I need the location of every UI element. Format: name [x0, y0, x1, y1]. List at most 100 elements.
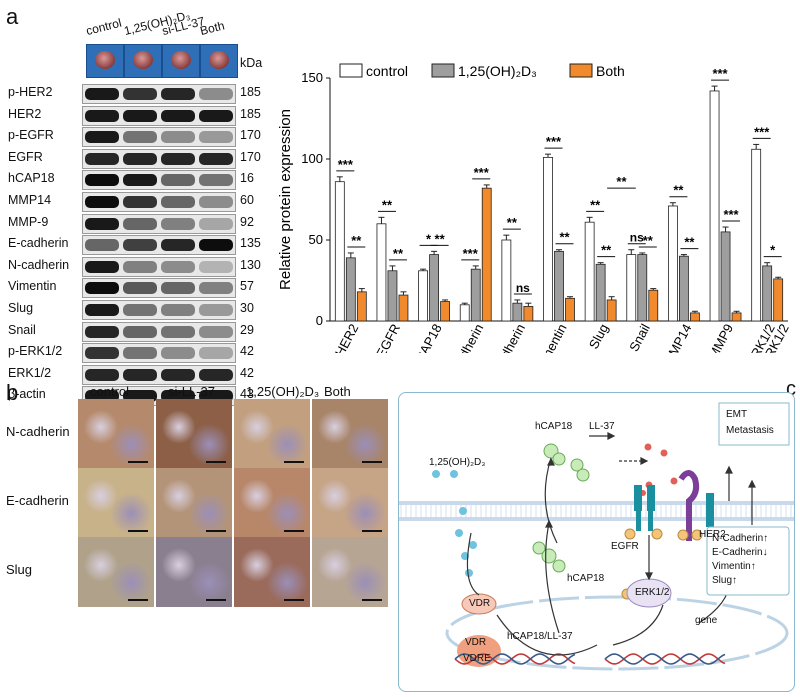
- blot-label-14: β-actin: [8, 387, 46, 402]
- x-tick-label-8: MMP14: [660, 321, 694, 353]
- bar-2-7: [648, 289, 659, 322]
- blot-label-0: p-HER2: [8, 85, 53, 99]
- sig-label-extra: **: [616, 174, 627, 189]
- band: [85, 347, 119, 360]
- y-tick-label: 50: [309, 232, 323, 247]
- ihc-image-0-1: [156, 399, 232, 469]
- markers-box: [706, 526, 790, 596]
- band: [85, 260, 119, 273]
- band: [123, 368, 157, 381]
- ihc-row-1: E-cadherin: [6, 493, 69, 508]
- band: [123, 217, 157, 230]
- vdr-node: [461, 593, 497, 615]
- band: [161, 109, 195, 122]
- ihc-image-1-1: [156, 468, 232, 538]
- x-tick-label-7: Snail: [626, 321, 653, 353]
- her2-receptor: [678, 470, 714, 541]
- blot-label-3: EGFR: [8, 149, 43, 164]
- bar-1-8: [679, 255, 689, 322]
- panel-label-a: a: [6, 4, 19, 29]
- tumor-image-2: [162, 44, 200, 78]
- blot-label-13: ERK1/2: [8, 365, 52, 380]
- sig-label: **: [590, 197, 601, 212]
- sig-label: **: [351, 233, 362, 248]
- band: [199, 88, 233, 100]
- bar-1-3: [470, 268, 481, 322]
- tumor-blob: [171, 51, 191, 69]
- bar-0-9: [709, 90, 720, 322]
- blot-strip-12: [82, 343, 236, 364]
- ligand-dots: [640, 443, 678, 496]
- band: [123, 88, 157, 100]
- panel-label-b: b: [6, 380, 19, 405]
- scale-bar: [362, 599, 382, 601]
- ihc-image-2-2: [234, 537, 310, 607]
- bar-1-6: [595, 263, 606, 322]
- ihc-col-1: si-LL-37: [168, 384, 215, 399]
- chart-legend: control 1,25(OH)₂D₃ Both: [339, 63, 625, 79]
- marker-list: N-Cadherin↑ E-Cadherin↓ Vimentin↑ Slug↑: [712, 532, 768, 588]
- band: [123, 304, 157, 316]
- band: [85, 368, 119, 381]
- tumor-blob: [133, 51, 153, 69]
- blot-strip-9: [82, 278, 236, 299]
- tumor-blob: [209, 51, 229, 69]
- kda-2: 170: [240, 128, 261, 143]
- legend-swatch-1: [431, 63, 455, 78]
- scale-bar: [206, 599, 226, 601]
- bar-0-7: [626, 254, 637, 322]
- band: [85, 88, 119, 100]
- band: [123, 174, 157, 187]
- scale-bar: [284, 461, 304, 463]
- pathway-diagram: 1,25(OH)₂D₃ hCAP18 LL-37 EMT Metastasis …: [398, 392, 795, 692]
- y-tick-label: 150: [301, 70, 323, 85]
- bar-0-4: [501, 239, 512, 322]
- x-tick-label-9: MMP9: [705, 321, 736, 353]
- cell-membrane: [399, 501, 794, 521]
- bar-2-5: [565, 297, 575, 322]
- x-tick-label-5: Vimentin: [533, 321, 570, 353]
- band: [161, 174, 195, 187]
- metastasis-label: Metastasis: [726, 425, 774, 436]
- y-tick-label: 100: [301, 151, 323, 166]
- bar-0-8: [668, 205, 678, 322]
- band: [199, 131, 233, 144]
- scale-bar: [206, 461, 226, 463]
- band: [161, 347, 195, 360]
- band: [85, 325, 119, 338]
- bar-0-3: [459, 304, 470, 322]
- band: [161, 239, 195, 252]
- vdr-label: VDR: [469, 598, 491, 609]
- ihc-image-2-3: [312, 537, 388, 607]
- blot-strip-2: [82, 127, 236, 148]
- band: [199, 304, 233, 316]
- sig-label: ***: [712, 66, 728, 81]
- sig-label: *: [770, 243, 776, 258]
- band: [161, 88, 195, 100]
- legend-swatch-2: [569, 63, 593, 78]
- kda-3: 170: [240, 149, 261, 164]
- band: [161, 368, 195, 381]
- x-tick-label-6: Slug: [586, 321, 611, 351]
- panel-label-c: c: [786, 378, 796, 400]
- bar-1-4: [512, 302, 523, 322]
- blot-strip-7: [82, 235, 236, 256]
- bar-2-0: [356, 291, 367, 322]
- bar-2-9: [731, 312, 742, 322]
- sig-label: ***: [546, 134, 562, 149]
- blot-label-6: MMP-9: [8, 214, 49, 229]
- marker-e-cadherin: E-Cadherin↓: [712, 547, 768, 558]
- nucleus: [445, 595, 789, 671]
- chart-bars: [334, 85, 784, 322]
- band: [199, 368, 233, 381]
- kda-1: 185: [240, 106, 261, 121]
- ihc-image-2-0: [78, 537, 154, 607]
- blot-label-1: HER2: [8, 106, 42, 121]
- blot-strip-10: [82, 300, 236, 320]
- kda-10: 30: [240, 301, 254, 315]
- hcap18-molecules: [532, 443, 590, 573]
- bar-1-7: [637, 254, 648, 322]
- sig-label: ***: [723, 207, 739, 222]
- tumor-blob: [95, 51, 115, 69]
- ihc-row-0: N-cadherin: [6, 424, 70, 439]
